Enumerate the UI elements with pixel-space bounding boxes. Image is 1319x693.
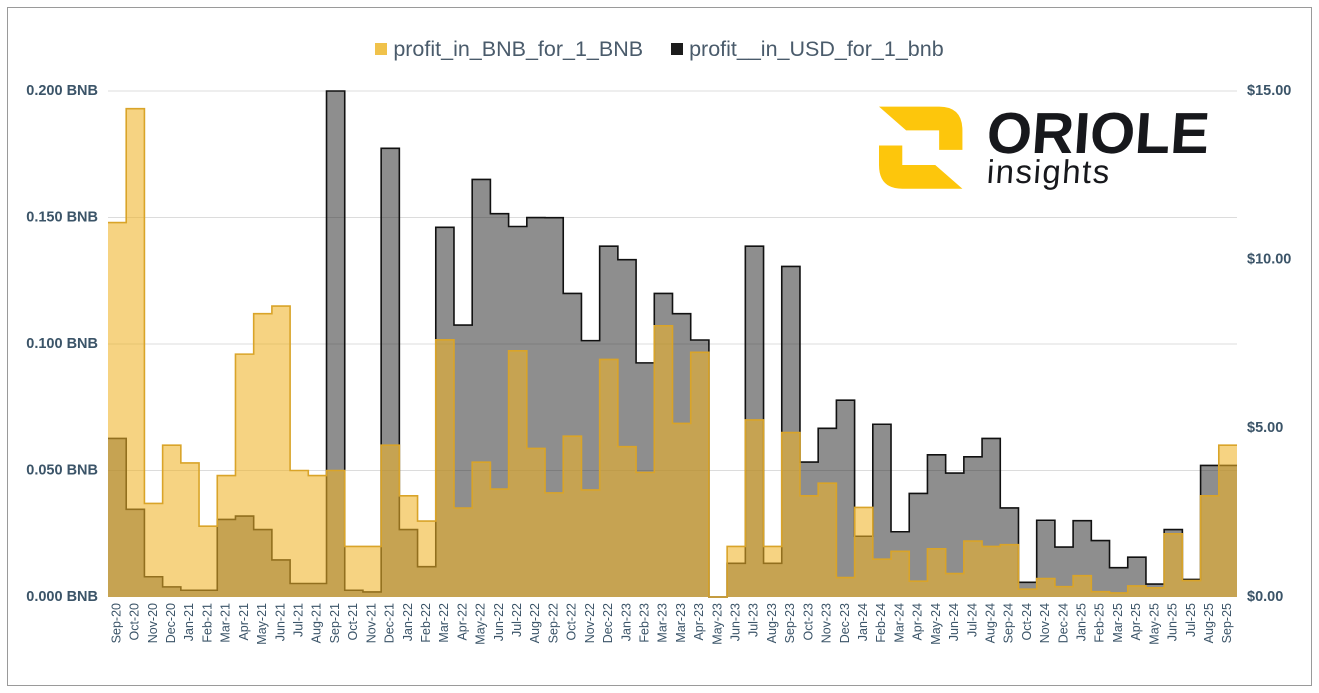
svg-text:Jul-23: Jul-23	[747, 603, 761, 637]
svg-text:0.200 BNB: 0.200 BNB	[26, 83, 98, 99]
svg-text:Oct-20: Oct-20	[128, 603, 142, 641]
svg-text:May-25: May-25	[1147, 603, 1161, 645]
svg-text:$0.00: $0.00	[1247, 589, 1283, 605]
svg-text:Mar-25: Mar-25	[1111, 603, 1125, 643]
svg-text:Feb-21: Feb-21	[200, 603, 214, 643]
svg-text:Jan-22: Jan-22	[401, 603, 415, 641]
svg-text:Mar-22: Mar-22	[437, 603, 451, 643]
svg-text:Mar-23: Mar-23	[674, 603, 688, 643]
svg-text:May-24: May-24	[929, 603, 943, 645]
svg-text:Apr-22: Apr-22	[455, 603, 469, 641]
svg-text:Apr-24: Apr-24	[911, 603, 925, 641]
svg-text:0.150 BNB: 0.150 BNB	[26, 209, 98, 225]
svg-text:Dec-20: Dec-20	[164, 603, 178, 643]
svg-text:Aug-25: Aug-25	[1202, 603, 1216, 643]
svg-text:Oct-23: Oct-23	[801, 603, 815, 641]
svg-text:Aug-22: Aug-22	[528, 603, 542, 643]
svg-text:Jan-25: Jan-25	[1075, 603, 1089, 641]
svg-text:Nov-21: Nov-21	[364, 603, 378, 643]
svg-text:0.100 BNB: 0.100 BNB	[26, 336, 98, 352]
svg-text:0.050 BNB: 0.050 BNB	[26, 462, 98, 478]
svg-text:Apr-21: Apr-21	[237, 603, 251, 641]
svg-text:Nov-24: Nov-24	[1038, 603, 1052, 643]
svg-text:Sep-24: Sep-24	[1002, 603, 1016, 643]
svg-text:Jan-21: Jan-21	[182, 603, 196, 641]
svg-text:Aug-23: Aug-23	[765, 603, 779, 643]
svg-text:Apr-25: Apr-25	[1129, 603, 1143, 641]
svg-text:Sep-25: Sep-25	[1220, 603, 1234, 643]
svg-text:Sep-20: Sep-20	[109, 603, 123, 643]
svg-text:Aug-21: Aug-21	[310, 603, 324, 643]
svg-text:May-23: May-23	[710, 603, 724, 645]
svg-text:Oct-21: Oct-21	[346, 603, 360, 641]
svg-text:Mar-24: Mar-24	[892, 603, 906, 643]
svg-text:May-21: May-21	[255, 603, 269, 645]
svg-text:Mar-23: Mar-23	[656, 603, 670, 643]
svg-text:Oct-24: Oct-24	[1020, 603, 1034, 641]
svg-text:Jul-22: Jul-22	[510, 603, 524, 637]
svg-text:Jul-25: Jul-25	[1184, 603, 1198, 637]
svg-text:$5.00: $5.00	[1247, 420, 1283, 436]
svg-text:Nov-23: Nov-23	[820, 603, 834, 643]
svg-text:Feb-24: Feb-24	[874, 603, 888, 643]
svg-text:Jun-21: Jun-21	[273, 603, 287, 641]
svg-text:Jul-21: Jul-21	[291, 603, 305, 637]
svg-text:Nov-20: Nov-20	[146, 603, 160, 643]
svg-text:Feb-25: Feb-25	[1093, 603, 1107, 643]
svg-text:$15.00: $15.00	[1247, 83, 1291, 99]
svg-text:Jun-25: Jun-25	[1166, 603, 1180, 641]
svg-text:Jan-24: Jan-24	[856, 603, 870, 641]
svg-text:Feb-22: Feb-22	[419, 603, 433, 643]
svg-text:Jun-23: Jun-23	[729, 603, 743, 641]
svg-text:$10.00: $10.00	[1247, 251, 1291, 267]
svg-text:Oct-22: Oct-22	[565, 603, 579, 641]
svg-text:Sep-22: Sep-22	[546, 603, 560, 643]
svg-text:May-22: May-22	[474, 603, 488, 645]
svg-text:Dec-23: Dec-23	[838, 603, 852, 643]
svg-text:Dec-24: Dec-24	[1056, 603, 1070, 643]
svg-text:Sep-23: Sep-23	[783, 603, 797, 643]
svg-text:Dec-21: Dec-21	[383, 603, 397, 643]
svg-text:0.000 BNB: 0.000 BNB	[26, 589, 98, 605]
svg-text:Jan-23: Jan-23	[619, 603, 633, 641]
svg-text:Mar-21: Mar-21	[219, 603, 233, 643]
svg-text:Nov-22: Nov-22	[583, 603, 597, 643]
svg-text:Dec-22: Dec-22	[601, 603, 615, 643]
svg-text:Sep-21: Sep-21	[328, 603, 342, 643]
svg-text:Jun-22: Jun-22	[492, 603, 506, 641]
svg-text:Apr-23: Apr-23	[692, 603, 706, 641]
svg-text:Jun-24: Jun-24	[947, 603, 961, 641]
svg-text:Aug-24: Aug-24	[983, 603, 997, 643]
svg-text:Feb-23: Feb-23	[637, 603, 651, 643]
svg-text:Jul-24: Jul-24	[965, 603, 979, 637]
